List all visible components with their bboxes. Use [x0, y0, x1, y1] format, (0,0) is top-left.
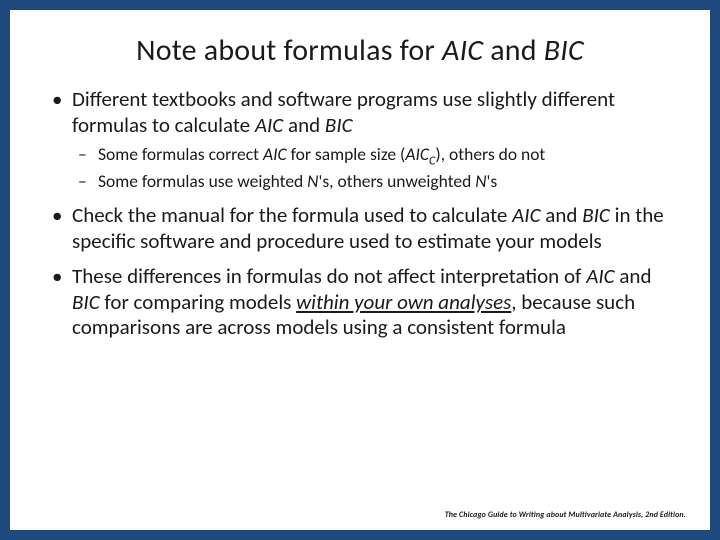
b1-bic: BIC: [325, 112, 353, 138]
b2-bic: BIC: [582, 202, 610, 228]
slide: Note about formulas for AIC and BIC Diff…: [10, 10, 710, 530]
b1b-pre: Some formulas use weighted: [98, 170, 307, 192]
slide-title: Note about formulas for AIC and BIC: [48, 32, 672, 69]
b1b-post: 's: [487, 170, 498, 192]
b1-mid: and: [283, 112, 325, 138]
b2-mid: and: [541, 202, 583, 228]
b2-pre: Check the manual for the formula used to…: [72, 202, 512, 228]
title-bic: BIC: [544, 32, 584, 69]
bullet-list: Different textbooks and software program…: [48, 87, 672, 341]
bullet-1b: Some formulas use weighted N's, others u…: [72, 171, 672, 193]
b3-mid2: for comparing models: [100, 289, 296, 315]
title-text-pre: Note about formulas for: [136, 32, 442, 69]
b3-emph: within your own analyses: [296, 289, 511, 315]
b1a-post: ), others do not: [435, 143, 545, 165]
b3-mid: and: [615, 263, 652, 289]
bullet-3: These differences in formulas do not aff…: [48, 264, 672, 341]
b2-aic: AIC: [512, 202, 540, 228]
b1b-n2: N: [475, 170, 486, 192]
b1a-mid: for sample size (: [287, 143, 406, 165]
bullet-1a: Some formulas correct AIC for sample siz…: [72, 144, 672, 169]
title-text-mid: and: [483, 32, 543, 69]
b3-bic: BIC: [72, 289, 100, 315]
b3-aic: AIC: [586, 263, 614, 289]
sub-bullet-list-1: Some formulas correct AIC for sample siz…: [72, 144, 672, 193]
b3-pre: These differences in formulas do not aff…: [72, 263, 586, 289]
b1a-aic: AIC: [263, 143, 287, 165]
b1a-aicc: AIC: [405, 143, 429, 165]
bullet-1: Different textbooks and software program…: [48, 87, 672, 193]
b1b-mid: 's, others unweighted: [318, 170, 475, 192]
footer-citation: The Chicago Guide to Writing about Multi…: [445, 510, 686, 520]
b1b-n1: N: [307, 170, 318, 192]
title-aic: AIC: [442, 32, 483, 69]
b1-aic: AIC: [255, 112, 283, 138]
bullet-2: Check the manual for the formula used to…: [48, 203, 672, 254]
b1a-pre: Some formulas correct: [98, 143, 263, 165]
